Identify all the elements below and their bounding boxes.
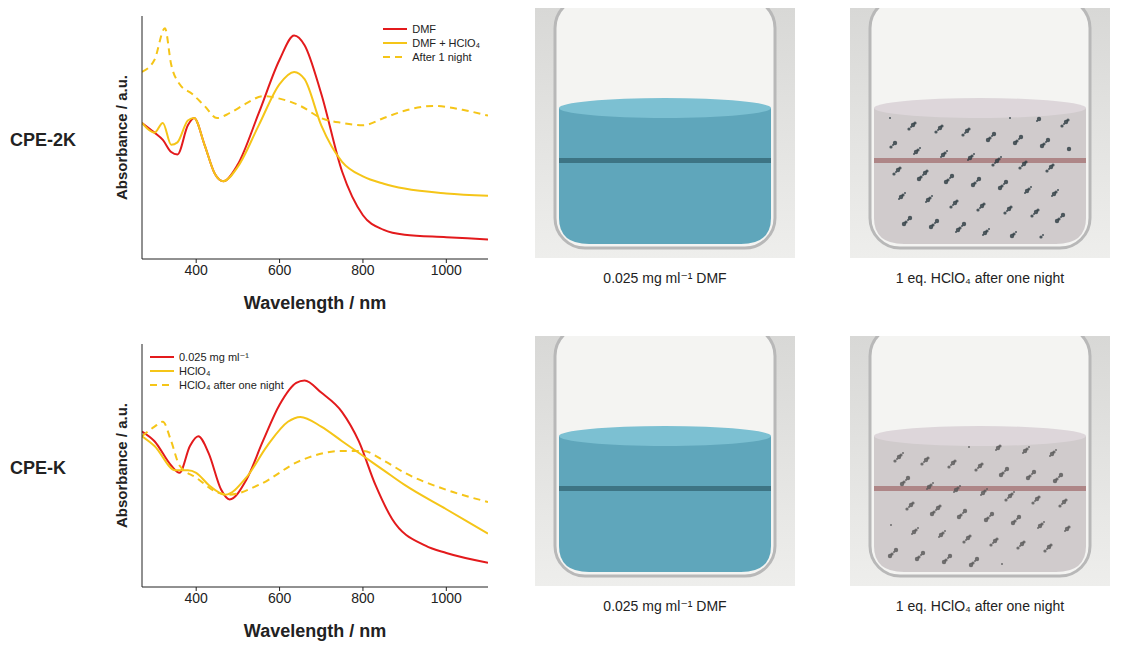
svg-text:1000: 1000 [431, 590, 462, 606]
svg-text:600: 600 [268, 262, 292, 278]
svg-text:600: 600 [268, 590, 292, 606]
svg-text:800: 800 [351, 262, 375, 278]
svg-text:400: 400 [185, 262, 209, 278]
svg-text:Absorbance / a.u.: Absorbance / a.u. [113, 403, 130, 528]
html-text:HClO₄: HClO₄ [179, 365, 211, 377]
svg-text:Absorbance / a.u.: Absorbance / a.u. [113, 75, 130, 200]
html-text:0.025 mg ml⁻¹ DMF: 0.025 mg ml⁻¹ DMF [603, 598, 727, 614]
html-text:After 1 night: After 1 night [412, 51, 472, 63]
html-text:DMF + HClO₄: DMF + HClO₄ [412, 37, 480, 49]
html-text:CPE-K: CPE-K [10, 458, 66, 478]
html-text:0.025 mg ml⁻¹ DMF: 0.025 mg ml⁻¹ DMF [603, 270, 727, 286]
html-text:1 eq. HClO₄ after one night: 1 eq. HClO₄ after one night [895, 270, 1065, 286]
svg-text:Wavelength / nm: Wavelength / nm [244, 293, 386, 313]
svg-text:Wavelength / nm: Wavelength / nm [244, 621, 386, 641]
html-text:1 eq. HClO₄ after one night: 1 eq. HClO₄ after one night [895, 598, 1065, 614]
html-text:DMF: DMF [412, 23, 437, 35]
html-text:CPE-2K: CPE-2K [10, 130, 76, 150]
html-text:0.025 mg ml⁻¹: 0.025 mg ml⁻¹ [179, 351, 249, 363]
svg-text:400: 400 [185, 590, 209, 606]
svg-text:1000: 1000 [431, 262, 462, 278]
svg-text:800: 800 [351, 590, 375, 606]
html-text:HClO₄ after one night: HClO₄ after one night [179, 379, 284, 391]
